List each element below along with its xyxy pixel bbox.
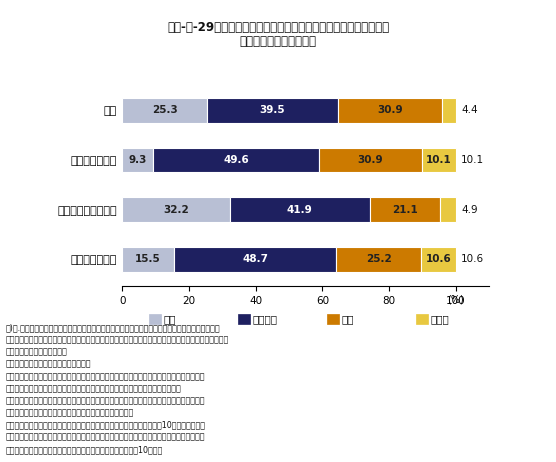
Text: 10.6: 10.6: [425, 254, 451, 264]
Text: 伸ばそうと考えているか: 伸ばそうと考えているか: [240, 35, 316, 48]
Bar: [370, 197, 440, 222]
Bar: [440, 197, 456, 222]
Bar: [422, 148, 455, 172]
Text: (%): (%): [448, 295, 464, 305]
Bar: [441, 98, 456, 123]
Text: 9.3: 9.3: [128, 155, 147, 165]
Text: 4.9: 4.9: [461, 205, 478, 214]
Bar: [230, 197, 370, 222]
Text: 15.5: 15.5: [135, 254, 161, 264]
Text: 30.9: 30.9: [377, 105, 403, 116]
Bar: [122, 148, 153, 172]
Bar: [336, 247, 420, 272]
Bar: [174, 247, 336, 272]
Text: 21.1: 21.1: [392, 205, 418, 214]
Bar: [122, 98, 207, 123]
Text: 4.4: 4.4: [461, 105, 478, 116]
Text: 25.2: 25.2: [366, 254, 391, 264]
Text: 増加: 増加: [163, 314, 176, 324]
Text: 48.7: 48.7: [242, 254, 268, 264]
Text: 注)１.「来年度以降３年間の研究費（年度平均値）と、そのうちの基盤技術研究費、製品技術・開発
　　研究費、先進技術研究費は、今年度と比較して、増加する見込みです: 注)１.「来年度以降３年間の研究費（年度平均値）と、そのうちの基盤技術研究費、製…: [6, 323, 229, 454]
Text: 無回答: 無回答: [430, 314, 449, 324]
Text: 39.5: 39.5: [260, 105, 285, 116]
Text: 30.9: 30.9: [358, 155, 383, 165]
Bar: [319, 148, 422, 172]
Bar: [207, 98, 339, 123]
Bar: [122, 247, 174, 272]
Text: 32.2: 32.2: [163, 205, 189, 214]
Text: 10.1: 10.1: [426, 155, 451, 165]
Text: 49.6: 49.6: [223, 155, 249, 165]
Bar: [153, 148, 319, 172]
Text: 減少: 減少: [341, 314, 354, 324]
Text: 第１-２-29図　民間企業は来年度以降３年間にどのような研究費を: 第１-２-29図 民間企業は来年度以降３年間にどのような研究費を: [167, 21, 389, 34]
Bar: [420, 247, 456, 272]
Text: 41.9: 41.9: [287, 205, 312, 214]
Bar: [339, 98, 441, 123]
Bar: [122, 197, 230, 222]
Text: 変化なし: 変化なし: [252, 314, 277, 324]
Text: 10.1: 10.1: [460, 155, 484, 165]
Text: 25.3: 25.3: [152, 105, 177, 116]
Text: 10.6: 10.6: [461, 254, 484, 264]
